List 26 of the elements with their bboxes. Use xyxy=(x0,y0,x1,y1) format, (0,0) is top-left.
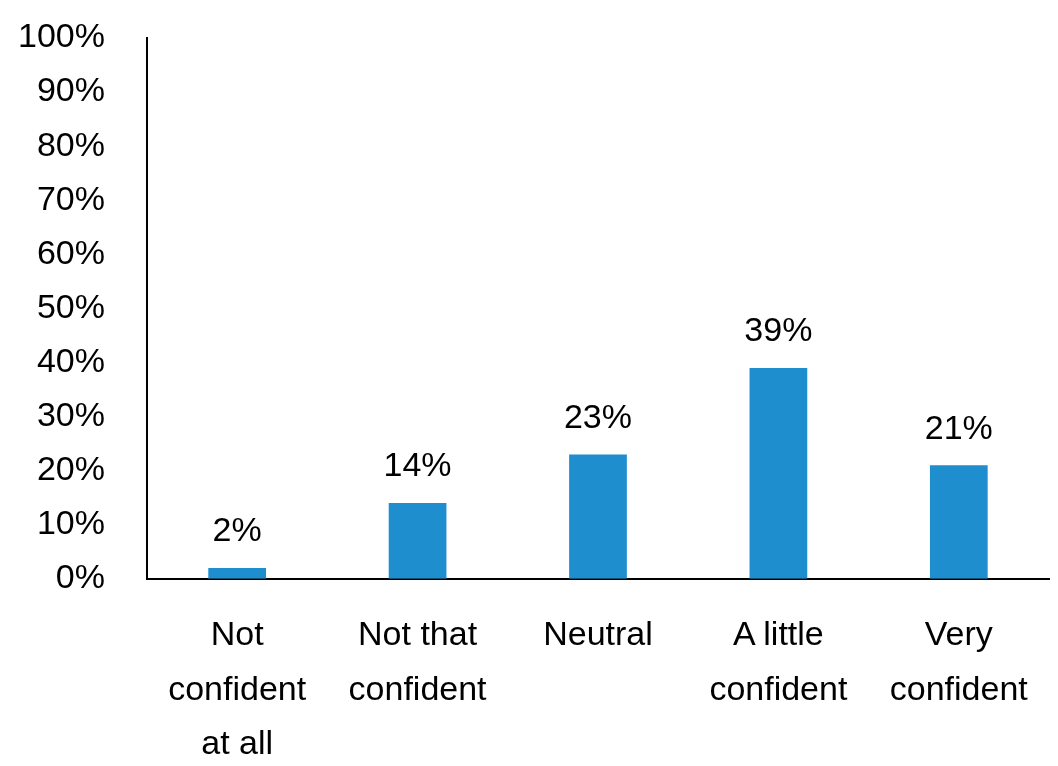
x-tick-label: Not that confident xyxy=(348,614,488,707)
y-tick-label: 0% xyxy=(55,557,105,596)
bar xyxy=(929,465,988,579)
data-label: 39% xyxy=(744,310,813,349)
bar xyxy=(569,454,627,579)
data-label: 14% xyxy=(383,445,452,484)
y-tick-label: 80% xyxy=(36,124,105,163)
bar xyxy=(208,567,267,579)
y-tick-label: 30% xyxy=(36,394,105,433)
x-tick-label: Neutral xyxy=(543,614,653,653)
data-label: 23% xyxy=(563,396,633,435)
bar xyxy=(749,367,808,579)
y-tick-label: 20% xyxy=(36,449,105,488)
y-tick-label: 100% xyxy=(17,16,105,55)
y-tick-label: 70% xyxy=(36,178,105,217)
x-tick-label: Not confident at all xyxy=(168,614,307,762)
data-label: 2% xyxy=(212,510,262,549)
y-tick-label: 10% xyxy=(36,503,105,542)
data-label: 21% xyxy=(924,407,993,446)
y-tick-label: 40% xyxy=(36,340,105,379)
y-tick-label: 90% xyxy=(36,70,105,109)
x-tick-label: A little confident xyxy=(709,614,848,707)
bar xyxy=(388,503,447,579)
y-tick-label: 50% xyxy=(36,286,105,325)
x-tick-label: Very confident xyxy=(889,614,1029,707)
y-tick-label: 60% xyxy=(36,232,105,271)
